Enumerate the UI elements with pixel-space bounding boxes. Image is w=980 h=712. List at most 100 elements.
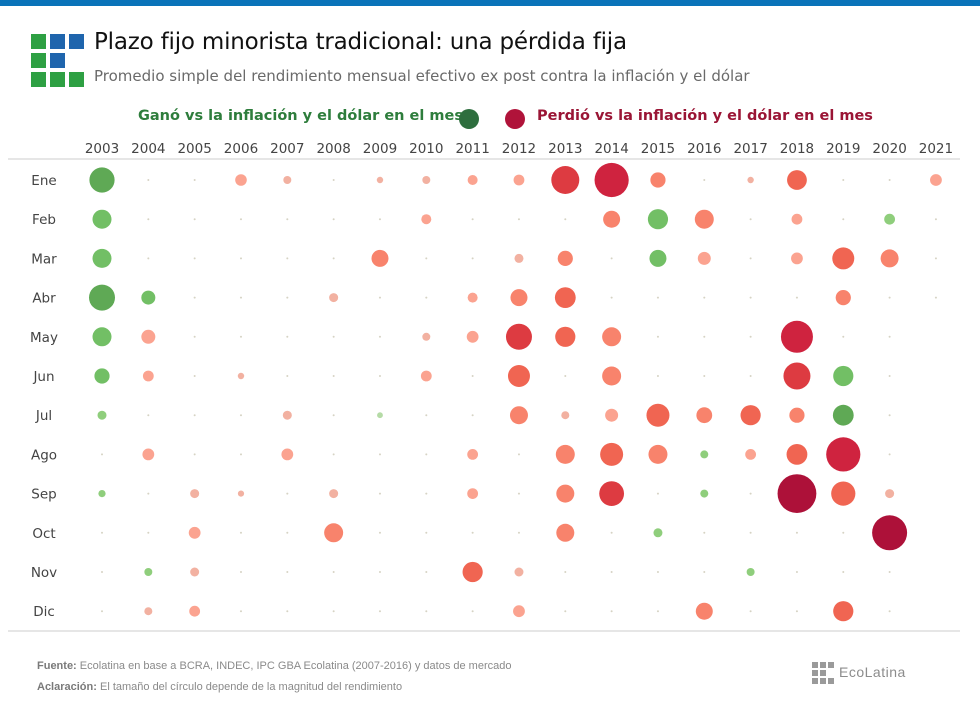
empty-dot	[656, 335, 659, 338]
empty-dot	[471, 531, 474, 534]
bubble-loss	[747, 176, 754, 184]
bubble-loss	[872, 515, 908, 551]
legend-win-label: Ganó vs la inflación y el dólar en el me…	[138, 108, 463, 124]
empty-dot	[286, 531, 289, 534]
y-tick-label: Abr	[32, 291, 56, 307]
empty-dot	[888, 335, 891, 338]
bubble-loss	[467, 292, 478, 303]
empty-dot	[703, 335, 706, 338]
empty-dot	[471, 218, 474, 221]
bubble-loss	[885, 489, 895, 499]
empty-dot	[378, 610, 381, 613]
empty-dot	[193, 414, 196, 417]
bubble-loss	[422, 332, 431, 341]
x-tick-label: 2021	[919, 141, 953, 157]
empty-dot	[332, 375, 335, 377]
bubble-loss	[376, 176, 384, 184]
empty-dot	[286, 375, 289, 377]
x-tick-label: 2010	[409, 141, 443, 157]
bubble-loss	[142, 448, 155, 461]
empty-dot	[749, 610, 752, 613]
y-tick-label: Dic	[33, 604, 55, 620]
empty-dot	[101, 531, 103, 534]
empty-dot	[610, 296, 613, 299]
y-tick-label: Nov	[31, 565, 57, 581]
empty-dot	[749, 375, 752, 377]
empty-dot	[888, 610, 891, 613]
empty-dot	[749, 335, 752, 338]
bubble-loss	[467, 449, 479, 460]
bubble-loss	[787, 170, 807, 190]
bubble-loss	[329, 293, 339, 303]
y-tick-label: Jun	[32, 369, 54, 385]
bubble-loss	[602, 327, 622, 347]
y-tick-label: Jul	[35, 408, 52, 424]
bubble-loss	[832, 247, 855, 270]
empty-dot	[564, 610, 567, 613]
empty-dot	[332, 414, 335, 417]
empty-dot	[888, 296, 891, 299]
empty-dot	[425, 531, 428, 534]
empty-dot	[656, 492, 659, 495]
x-tick-label: 2006	[224, 141, 258, 157]
empty-dot	[147, 492, 150, 495]
empty-dot	[425, 453, 428, 456]
empty-dot	[147, 179, 150, 181]
bubble-loss	[509, 406, 528, 425]
bubble-loss	[324, 523, 344, 543]
empty-dot	[656, 571, 659, 573]
bubble-gain	[89, 284, 115, 311]
bubble-loss	[694, 209, 714, 229]
x-tick-label: 2017	[733, 141, 767, 157]
bubble-loss	[421, 214, 432, 225]
bubble-gain	[98, 490, 106, 498]
empty-dot	[286, 296, 289, 299]
empty-dot	[842, 335, 845, 338]
bubble-loss	[697, 251, 711, 265]
empty-dot	[703, 531, 706, 534]
legend-lose-swatch	[505, 109, 525, 129]
bubble-gain	[97, 410, 107, 420]
bubble-gain	[833, 365, 854, 387]
empty-dot	[749, 257, 752, 260]
bubble-loss	[930, 174, 942, 186]
legend-lose-label: Perdió vs la inflación y el dólar en el …	[537, 108, 873, 124]
empty-dot	[378, 531, 381, 534]
empty-dot	[332, 179, 335, 181]
empty-dot	[378, 218, 381, 221]
empty-dot	[749, 531, 752, 534]
bubble-loss	[281, 448, 294, 461]
y-tick-label: Mar	[31, 251, 57, 267]
clarification-text: El tamaño del círculo depende de la magn…	[99, 681, 403, 693]
empty-dot	[610, 610, 613, 613]
bubble-loss	[835, 290, 851, 306]
bubble-gain	[92, 327, 112, 347]
x-tick-label: 2003	[85, 141, 119, 157]
empty-dot	[471, 375, 474, 377]
bubble-gain	[700, 489, 709, 498]
bubble-loss	[422, 176, 431, 184]
y-tick-label: Sep	[31, 487, 56, 503]
bubble-loss	[696, 407, 713, 424]
bubble-loss	[605, 408, 619, 422]
bubble-loss	[555, 326, 576, 347]
empty-dot	[842, 218, 845, 221]
empty-dot	[425, 492, 428, 495]
x-tick-label: 2009	[363, 141, 397, 157]
empty-dot	[888, 571, 891, 573]
empty-dot	[425, 414, 428, 417]
bubble-loss	[646, 403, 670, 427]
clarification-label: Aclaración:	[37, 681, 97, 693]
x-tick-label: 2019	[826, 141, 860, 157]
empty-dot	[749, 296, 752, 299]
empty-dot	[842, 179, 845, 181]
empty-dot	[193, 375, 196, 377]
bubble-loss	[190, 567, 200, 577]
bubble-loss	[695, 602, 713, 620]
bubble-loss	[880, 249, 899, 268]
bubble-loss	[602, 366, 622, 386]
bubble-gain	[141, 290, 156, 305]
empty-dot	[517, 531, 520, 534]
ecolatina-brand: EcoLatina	[812, 662, 942, 684]
empty-dot	[471, 257, 474, 260]
